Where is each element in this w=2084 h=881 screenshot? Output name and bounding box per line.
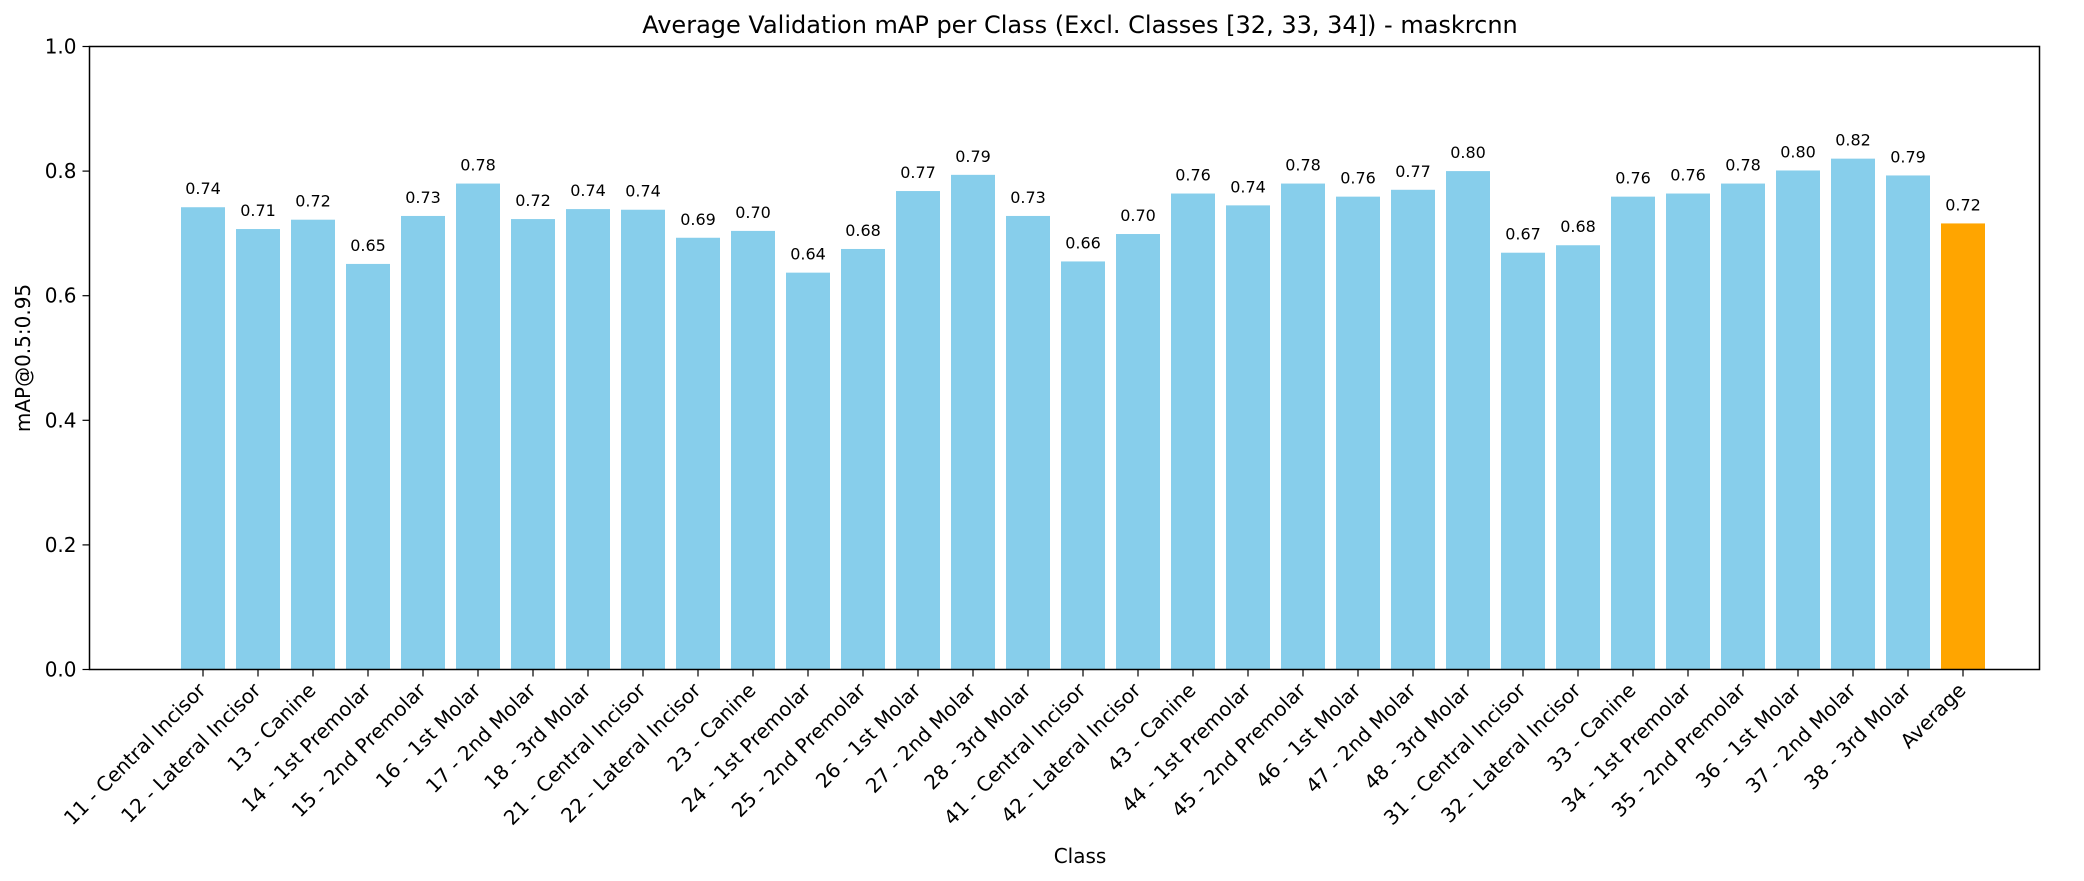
y-tick-label: 0.2: [45, 533, 77, 557]
y-tick-label: 0.8: [45, 159, 77, 183]
data-label: 0.69: [680, 210, 716, 229]
x-axis-label: Class: [1054, 844, 1107, 868]
data-label: 0.71: [240, 201, 276, 220]
bar: [786, 272, 830, 670]
y-tick-label: 0.4: [45, 408, 77, 432]
data-label: 0.76: [1615, 169, 1651, 188]
bar: [1226, 205, 1270, 670]
bar: [456, 183, 500, 670]
bar: [1006, 215, 1050, 670]
data-label: 0.80: [1780, 142, 1816, 161]
y-axis-label: mAP@0.5:0.95: [11, 284, 35, 432]
bar: [181, 207, 225, 670]
data-label: 0.78: [460, 156, 496, 175]
data-label: 0.72: [1945, 195, 1981, 214]
bar: [291, 219, 335, 670]
data-label: 0.67: [1505, 225, 1541, 244]
data-label: 0.73: [405, 188, 441, 207]
bar: [1391, 189, 1435, 670]
bar: [1721, 183, 1765, 670]
data-label: 0.74: [570, 181, 606, 200]
data-label: 0.66: [1065, 233, 1101, 252]
data-label: 0.74: [625, 182, 661, 201]
data-label: 0.70: [735, 203, 771, 222]
chart-title: Average Validation mAP per Class (Excl. …: [642, 11, 1518, 39]
data-label: 0.65: [350, 236, 386, 255]
data-label: 0.72: [515, 191, 551, 210]
data-label: 0.79: [955, 147, 991, 166]
bar: [896, 191, 940, 670]
data-label: 0.74: [1230, 177, 1266, 196]
data-label: 0.79: [1890, 147, 1926, 166]
data-label: 0.82: [1835, 131, 1871, 150]
bar: [1336, 196, 1380, 670]
data-label: 0.72: [295, 192, 331, 211]
data-label: 0.77: [900, 163, 936, 182]
bar: [1446, 171, 1490, 670]
bar: [1556, 245, 1600, 670]
bar: [731, 230, 775, 670]
bar: [621, 209, 665, 670]
bar: [346, 263, 390, 670]
data-label: 0.64: [790, 245, 826, 264]
bar: [1886, 175, 1930, 670]
data-label: 0.76: [1175, 166, 1211, 185]
y-tick-label: 0.0: [45, 658, 77, 682]
bar: [1061, 261, 1105, 670]
bar: [401, 215, 445, 670]
bar: [1281, 183, 1325, 670]
bar: [566, 209, 610, 670]
y-tick-labels: 0.0 0.2 0.4 0.6 0.8 1.0: [45, 35, 90, 682]
plot-frame: [88, 45, 2041, 671]
data-label: 0.70: [1120, 206, 1156, 225]
data-label: 0.68: [845, 221, 881, 240]
data-label: 0.68: [1560, 217, 1596, 236]
bar: [676, 237, 720, 670]
bar: [1611, 196, 1655, 670]
data-label: 0.78: [1725, 156, 1761, 175]
bar: [1666, 193, 1710, 670]
bar: [236, 229, 280, 670]
y-tick-label: 1.0: [45, 35, 77, 59]
bars-group: [181, 158, 1985, 670]
bar: [1776, 170, 1820, 670]
bar: [1501, 252, 1545, 670]
bar-average: [1941, 223, 1985, 670]
bar: [1116, 234, 1160, 670]
data-label: 0.77: [1395, 162, 1431, 181]
data-label: 0.73: [1010, 188, 1046, 207]
y-tick-label: 0.6: [45, 284, 77, 308]
bar: [1831, 158, 1875, 670]
bar: [951, 174, 995, 670]
data-labels: 0.74 0.71 0.72 0.65 0.73 0.78 0.72 0.74 0.74 0.69…: [185, 131, 1981, 264]
data-label: 0.80: [1450, 143, 1486, 162]
data-label: 0.78: [1285, 156, 1321, 175]
data-label: 0.76: [1670, 166, 1706, 185]
bar: [841, 248, 885, 670]
data-label: 0.74: [185, 179, 221, 198]
bar: [1171, 193, 1215, 670]
data-label: 0.76: [1340, 169, 1376, 188]
bar: [511, 219, 555, 670]
